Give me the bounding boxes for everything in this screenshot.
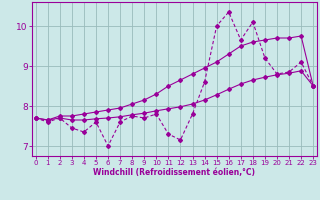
X-axis label: Windchill (Refroidissement éolien,°C): Windchill (Refroidissement éolien,°C): [93, 168, 255, 177]
